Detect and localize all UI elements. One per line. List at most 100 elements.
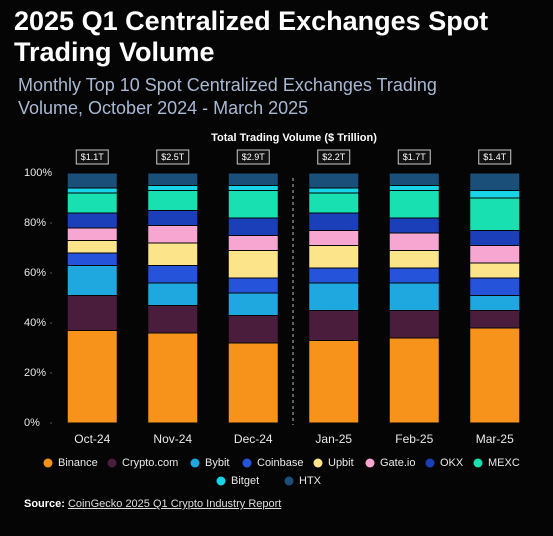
y-tick-label: 80% [24, 217, 46, 229]
bar-segment [147, 282, 199, 306]
bar-segment [147, 185, 199, 191]
bar-segment [469, 295, 521, 311]
bar-segment [469, 172, 521, 191]
legend-label: Gate.io [380, 457, 415, 469]
legend-label: Upbit [328, 457, 354, 469]
x-tick-label: Jan-25 [315, 432, 352, 446]
bar-segment [469, 230, 521, 246]
bar-segment [388, 185, 440, 191]
total-label: $2.5T [161, 152, 185, 162]
bar-segment [469, 190, 521, 199]
legend-marker [190, 458, 200, 468]
bar-segment [388, 250, 440, 269]
y-tick-label: 20% [24, 367, 46, 379]
bar-segment [308, 172, 360, 189]
total-box [478, 149, 512, 165]
y-tick-label: 100% [24, 167, 52, 179]
bar-segment [66, 252, 118, 266]
bar-segment [469, 262, 521, 279]
total-box [397, 149, 431, 165]
bar-segment [66, 240, 118, 254]
bar-segment [388, 232, 440, 251]
legend-marker [473, 458, 483, 468]
bar-segment [147, 172, 199, 186]
bar-segment [308, 192, 360, 214]
bar-segment [308, 267, 360, 284]
legend-label: MEXC [488, 457, 520, 469]
y-tick-label: 60% [24, 267, 46, 279]
source-link[interactable]: CoinGecko 2025 Q1 Crypto Industry Report [67, 498, 282, 510]
total-box [317, 149, 351, 165]
bar-segment [469, 197, 521, 231]
legend-marker [107, 458, 117, 468]
bar-segment [147, 190, 199, 211]
bar-segment [308, 340, 360, 424]
y-tick-label: 40% [24, 317, 46, 329]
legend-label: Crypto.com [122, 457, 178, 469]
legend-marker [242, 458, 252, 468]
bar-segment [147, 225, 199, 244]
source-prefix: Source: [24, 498, 65, 510]
y-tick-label: 0% [24, 417, 40, 429]
bar-segment [66, 172, 118, 189]
bar-segment [66, 265, 118, 296]
bar-segment [66, 295, 118, 331]
bar-segment [308, 245, 360, 269]
bar-segment [388, 190, 440, 219]
bar-segment [227, 185, 279, 191]
x-tick-label: Mar-25 [476, 432, 514, 446]
legend-label: Bitget [231, 475, 259, 487]
legend-label: HTX [299, 475, 322, 487]
chart-subtitle: Monthly Top 10 Spot Centralized Exchange… [18, 75, 437, 118]
total-box [236, 149, 270, 165]
bar-segment [388, 310, 440, 339]
source: Source: CoinGecko 2025 Q1 Crypto Industry… [24, 498, 281, 510]
bar-segment [147, 265, 199, 284]
legend-label: Coinbase [257, 457, 303, 469]
x-tick-label: Nov-24 [153, 432, 192, 446]
bar-segment [227, 342, 279, 424]
total-label: $2.2T [322, 152, 346, 162]
bar-segment [388, 172, 440, 186]
total-box [75, 149, 109, 165]
bar-segment [66, 330, 118, 424]
bar-segment [147, 210, 199, 226]
chart-title: 2025 Q1 Centralized Exchanges Spot Tradi… [14, 6, 489, 67]
total-label: $2.9T [242, 152, 266, 162]
bar-segment [227, 190, 279, 219]
legend-marker [365, 458, 375, 468]
bar-segment [147, 305, 199, 334]
bar-segment [227, 217, 279, 236]
bar-segment [469, 277, 521, 296]
bar-segment [66, 227, 118, 241]
bar-segment [388, 217, 440, 234]
total-label: $1.4T [483, 152, 507, 162]
bar-segment [469, 327, 521, 424]
bar-segment [308, 212, 360, 231]
bar-segment [308, 230, 360, 246]
bar-segment [469, 310, 521, 329]
bar-segment [308, 187, 360, 194]
x-tick-label: Oct-24 [74, 432, 110, 446]
x-tick-label: Dec-24 [234, 432, 273, 446]
bar-segment [388, 267, 440, 284]
x-tick-label: Feb-25 [395, 432, 433, 446]
legend-marker [313, 458, 323, 468]
bar-segment [147, 242, 199, 266]
bar-segment [66, 212, 118, 229]
bar-segment [66, 192, 118, 214]
bar-segment [388, 282, 440, 311]
bar-segment [227, 250, 279, 279]
legend-marker [43, 458, 53, 468]
total-label: $1.1T [81, 152, 105, 162]
legend-label: OKX [440, 457, 464, 469]
bar-segment [469, 245, 521, 264]
bar-segment [227, 235, 279, 251]
bar-segment [66, 187, 118, 194]
bar-segment [227, 172, 279, 186]
legend-label: Bybit [205, 457, 229, 469]
legend-label: Binance [58, 457, 98, 469]
bar-segment [227, 277, 279, 294]
